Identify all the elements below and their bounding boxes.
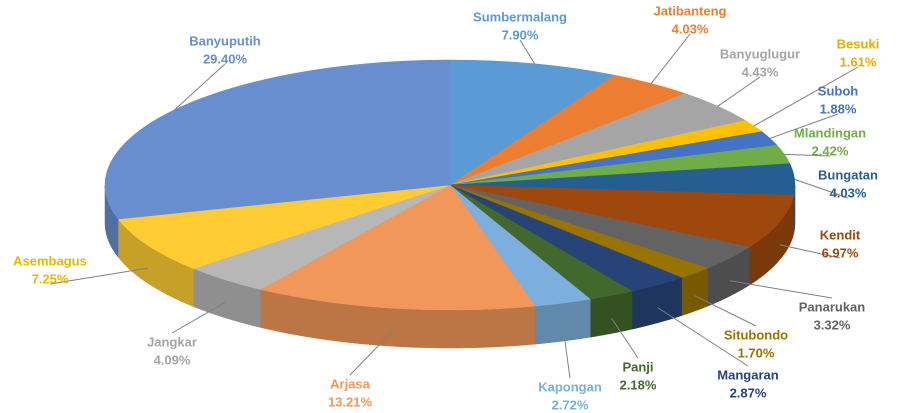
slice-label-value: 1.88%: [820, 101, 857, 116]
slice-label-value: 4.09%: [154, 352, 191, 367]
leader-line: [729, 280, 833, 299]
slice-label-name: Suboh: [818, 83, 858, 98]
slice-label-name: Banyuputih: [189, 33, 261, 48]
leader-line: [717, 76, 761, 107]
slice-label-value: 13.21%: [328, 394, 373, 409]
leader-line: [174, 63, 226, 110]
pie-tops: [104, 59, 796, 311]
slice-label-name: Arjasa: [330, 376, 371, 391]
slice: [104, 59, 451, 220]
slice-label-name: Asembagus: [13, 253, 87, 268]
slice-label-value: 7.90%: [502, 27, 539, 42]
slice-label-name: Jatibanteng: [654, 3, 727, 18]
slice-label-name: Besuki: [837, 36, 880, 51]
leader-line: [694, 295, 757, 327]
slice-label-name: Panarukan: [799, 299, 866, 314]
slice-label-value: 2.87%: [730, 385, 767, 400]
slice-label-name: Kendit: [820, 227, 861, 242]
slice-label-name: Situbondo: [724, 327, 788, 342]
slice-label-value: 29.40%: [203, 51, 248, 66]
leader-line: [769, 113, 839, 139]
leader-line: [779, 244, 841, 259]
slice-label-value: 3.32%: [814, 317, 851, 332]
slice-label-value: 4.03%: [672, 21, 709, 36]
slice-label-name: Bungatan: [818, 167, 878, 182]
slice-label-name: Mlandingan: [794, 125, 866, 140]
slice-label-value: 4.03%: [830, 185, 867, 200]
slice-label-value: 1.61%: [840, 54, 877, 69]
leader-line: [794, 178, 849, 199]
slice-label-value: 2.18%: [620, 377, 657, 392]
slice: [449, 184, 795, 248]
leader-line: [562, 325, 571, 379]
leader-line: [753, 66, 859, 127]
leader-line: [650, 33, 691, 84]
slice-label-value: 7.25%: [32, 271, 69, 286]
slice-label-value: 2.72%: [552, 397, 589, 412]
slice-side: [534, 298, 591, 345]
leader-line: [657, 307, 749, 367]
leader-line: [784, 153, 831, 157]
leader-line: [349, 330, 393, 376]
slice-label-value: 6.97%: [822, 245, 859, 260]
slice-label-value: 4.43%: [742, 64, 779, 79]
slice-label-name: Panji: [622, 359, 653, 374]
slice-label-name: Mangaran: [717, 367, 778, 382]
slice-label-value: 1.70%: [738, 345, 775, 360]
slice-label-name: Banyuglugur: [720, 46, 800, 61]
slice: [259, 184, 536, 311]
slice-label-value: 2.42%: [812, 143, 849, 158]
leader-line: [171, 302, 226, 334]
slice-label-name: Sumbermalang: [473, 9, 567, 24]
leader-line: [49, 267, 148, 285]
leader-line: [519, 39, 536, 65]
slice: [117, 184, 451, 269]
slice-label-name: Jangkar: [147, 334, 197, 349]
slice-label-name: Kapongan: [538, 379, 602, 394]
leader-line: [611, 317, 639, 359]
